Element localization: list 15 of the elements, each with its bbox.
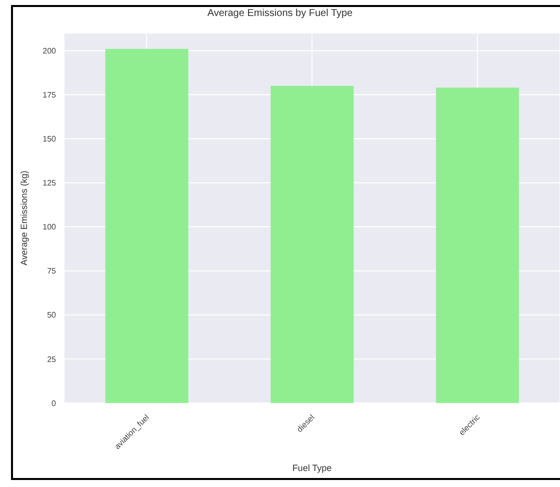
bar [105,48,188,403]
y-tick-label: 100 [42,222,57,232]
y-tick-label: 75 [47,266,57,276]
y-axis-title: Average Emissions (kg) [19,170,30,266]
bar [436,88,519,403]
y-tick-label: 150 [42,134,57,144]
x-axis-title: Fuel Type [292,463,332,473]
y-tick-label: 125 [42,178,57,188]
y-tick-label: 175 [42,90,57,100]
bar [270,86,354,403]
y-tick-label: 50 [47,310,57,320]
y-tick-label: 0 [52,398,57,408]
chart-title: Average Emissions by Fuel Type [206,8,354,19]
y-tick-label: 200 [42,46,57,56]
y-tick-label: 25 [47,354,57,364]
